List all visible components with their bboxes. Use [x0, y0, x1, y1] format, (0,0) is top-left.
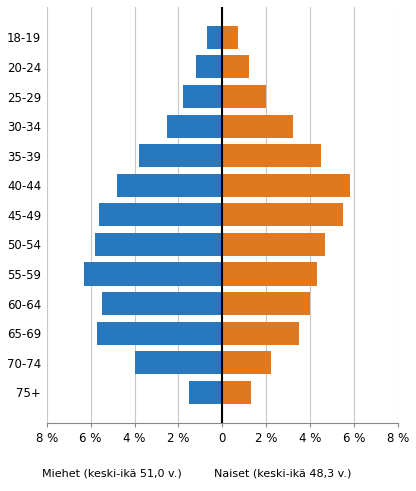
Bar [168, 114, 222, 137]
Bar [222, 233, 325, 256]
Bar [117, 174, 222, 197]
Bar [207, 26, 222, 49]
Bar [97, 322, 222, 345]
Bar [102, 292, 222, 315]
Text: Miehet (keski-ikä 51,0 v.): Miehet (keski-ikä 51,0 v.) [42, 468, 182, 478]
Bar [99, 203, 222, 226]
Bar [222, 203, 343, 226]
Bar [222, 144, 321, 167]
Bar [222, 55, 249, 79]
Bar [196, 55, 222, 79]
Bar [222, 174, 349, 197]
Bar [189, 381, 222, 404]
Bar [222, 26, 238, 49]
Bar [95, 233, 222, 256]
Bar [222, 381, 251, 404]
Bar [222, 322, 299, 345]
Bar [183, 85, 222, 108]
Bar [222, 85, 266, 108]
Bar [139, 144, 222, 167]
Bar [84, 263, 222, 286]
Bar [222, 292, 310, 315]
Bar [222, 263, 317, 286]
Bar [222, 351, 271, 374]
Bar [134, 351, 222, 374]
Bar [222, 114, 292, 137]
Text: Naiset (keski-ikä 48,3 v.): Naiset (keski-ikä 48,3 v.) [214, 468, 352, 478]
